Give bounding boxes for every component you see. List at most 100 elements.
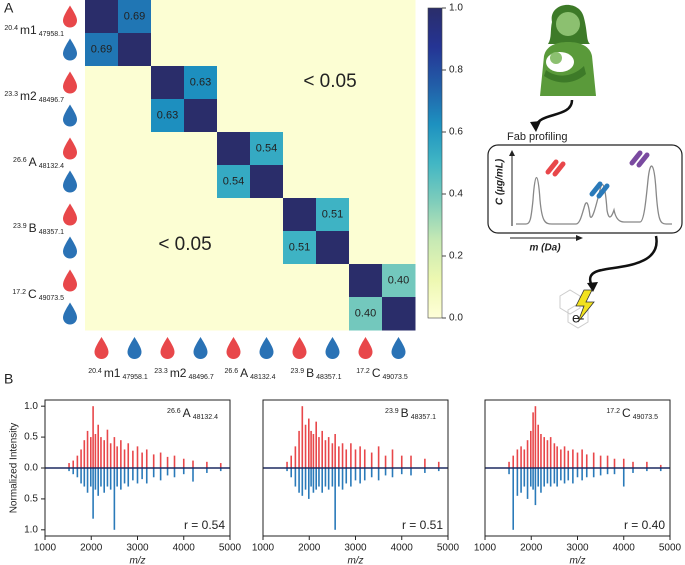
axis-label: C (µg/mL) [495,158,506,205]
y-axis-label: Normalized Intensity [9,423,20,514]
heatmap-cell [382,198,416,232]
label-sub: 48496.7 [39,97,64,104]
label-sub: 49073.5 [633,414,658,421]
group-label: 17.2 C 49073.5 [606,406,658,420]
y-tick-label: 1.0 [24,524,38,535]
panel-label: B [4,371,13,387]
heatmap-cell [283,231,317,265]
capsules [545,150,650,199]
heatmap-cell [316,99,350,133]
x-tick-label: 4000 [391,543,414,554]
heatmap-cell [118,33,152,67]
heatmap-cell [118,297,152,331]
heatmap-cell [349,198,383,232]
heatmap-cell [283,0,317,34]
x-axis-label: m/z [129,556,145,565]
heatmap-cell [85,231,119,265]
annotation: < 0.05 [158,234,211,255]
output-label: e- [572,310,585,326]
x-tick-label: 5000 [219,543,242,554]
heatmap-cell [382,264,416,298]
label-sup: 26.6 [167,408,181,415]
heatmap-cell [382,33,416,67]
group-label: 17.2 C 49073.5 [356,366,408,380]
label-sub: 48132.4 [250,374,275,381]
x-axis-label: m/z [569,556,585,565]
heatmap-cell [316,33,350,67]
colorbar [427,7,443,319]
heatmap-cell [151,264,185,298]
heatmap-cell [184,165,218,199]
heatmap-cell [151,66,185,100]
colorbar-tick-label: 0.4 [449,189,463,200]
heatmap-cell [184,132,218,166]
heatmap-cell [316,132,350,166]
label-name: A [183,406,191,420]
heatmap-cell [85,165,119,199]
heatmap-cell [151,99,185,133]
x-tick-label: 1000 [474,543,497,554]
axis-label: m (Da) [529,243,561,254]
label-sup: 20.4 [4,25,18,32]
heatmap-cell [250,198,284,232]
group-label: 23.9 B 48357.1 [291,366,342,380]
group-label: 23.9 B 48357.1 [385,406,436,420]
heatmap-cell [349,99,383,133]
y-tick-label: 0.5 [24,494,38,505]
label-sup: 23.3 [154,368,168,375]
group-label: 26.6 A 48132.4 [167,406,218,420]
group-label: 20.4 m1 47958.1 [4,23,64,37]
label-name: A [29,155,37,169]
replicate-icon [226,337,241,360]
replicate-icon [63,137,77,160]
replicate-icon [292,337,307,360]
colorbar-tick-label: 0.2 [449,251,463,262]
heatmap-cell [118,0,152,34]
heatmap-cell [217,33,251,67]
y-tick-label: 0.0 [24,463,38,474]
heatmap-cell [85,99,119,133]
label-name: m1 [20,23,37,37]
label-sup: 17.2 [12,289,26,296]
heatmap-cell [85,198,119,232]
heatmap-cell [118,132,152,166]
heatmap-cell [250,165,284,199]
replicate-icon [127,337,142,360]
label-name: B [306,366,314,380]
heatmap-cell [250,33,284,67]
arrow [588,235,658,287]
heatmap-cell [316,297,350,331]
heatmap-cell [316,198,350,232]
x-tick-label: 3000 [344,543,367,554]
group-label: 26.6 A 48132.4 [13,155,64,169]
heatmap-cell [151,0,185,34]
heatmap-cell [184,99,218,133]
label-sub: 49073.5 [382,374,407,381]
label-sup: 20.4 [88,368,102,375]
replicate-icon [63,38,77,61]
cell-label: 0.69 [91,43,112,55]
colorbar-tick-label: 0.8 [449,65,463,76]
cell-label: 0.51 [322,208,343,220]
heatmap-cell [316,231,350,265]
label-sub: 47958.1 [122,374,147,381]
label-sub: 48357.1 [39,229,64,236]
x-tick-label: 3000 [126,543,149,554]
heatmap-cell [85,264,119,298]
heatmap-cell [184,264,218,298]
heatmap-cell [250,132,284,166]
heatmap-cell [217,132,251,166]
heatmap-cell [118,165,152,199]
label-sup: 26.6 [13,157,27,164]
heatmap-cell [217,297,251,331]
group-label: 20.4 m1 47958.1 [88,366,148,380]
output-icon [559,289,595,329]
arrow-head [587,282,598,292]
heatmap-cell [250,0,284,34]
label-sub: 47958.1 [39,31,64,38]
label-name: m2 [20,89,37,103]
heatmap-cell [382,165,416,199]
heatmap-cell [316,264,350,298]
r-label: r = 0.51 [402,518,443,532]
x-axis-label: m/z [347,556,363,565]
